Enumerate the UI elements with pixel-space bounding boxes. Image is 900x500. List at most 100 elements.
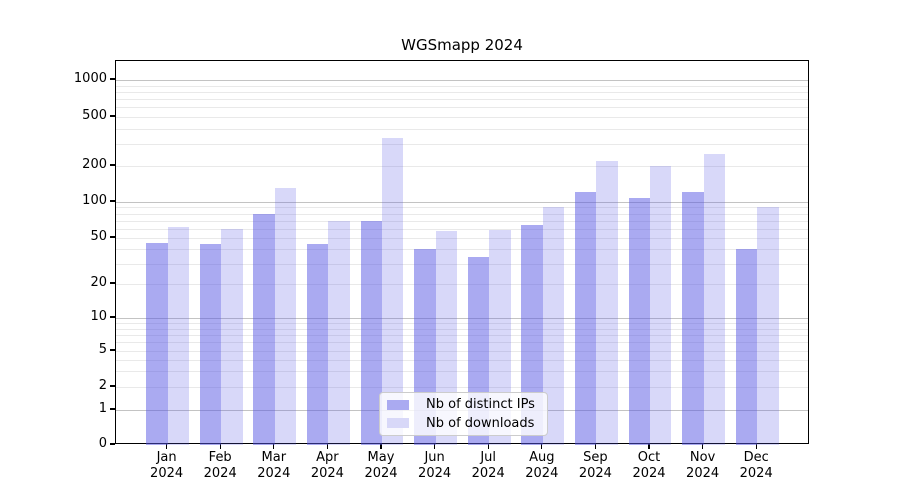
minor-gridline [116, 342, 808, 344]
y-tick-label-100: 100 [82, 193, 107, 208]
minor-gridline [116, 387, 808, 388]
y-tick [110, 408, 115, 410]
y-tick-label-1: 1 [98, 401, 107, 416]
x-tick-label-nov: Nov 2024 [686, 450, 720, 481]
bar-distinct-ips-dec [735, 249, 758, 445]
bar-downloads-may [382, 137, 404, 445]
y-tick [110, 385, 115, 387]
y-tick [110, 349, 115, 351]
major-gridline [116, 318, 808, 319]
bar-distinct-ips-aug [521, 225, 543, 445]
minor-gridline [116, 213, 808, 215]
bar-downloads-sep [596, 160, 618, 445]
x-tick-label-jan: Jan 2024 [150, 450, 184, 481]
minor-gridline [116, 238, 808, 239]
minor-gridline [116, 263, 808, 265]
bar-distinct-ips-mar [253, 214, 275, 445]
x-tick [541, 444, 543, 449]
minor-gridline [116, 249, 808, 251]
x-tick-label-dec: Dec 2024 [739, 450, 773, 481]
x-tick [594, 444, 597, 449]
legend: Nb of distinct IPs Nb of downloads [379, 392, 548, 436]
minor-gridline [116, 128, 808, 130]
y-tick [110, 236, 115, 238]
minor-gridline [116, 328, 808, 330]
bar-downloads-oct [650, 166, 672, 445]
bar-distinct-ips-nov [682, 192, 704, 445]
minor-gridline [116, 351, 808, 352]
x-tick [487, 444, 489, 449]
x-tick-label-feb: Feb 2024 [203, 450, 237, 481]
y-tick [110, 78, 115, 80]
x-tick-label-aug: Aug 2024 [525, 450, 559, 481]
minor-gridline [116, 228, 808, 230]
y-tick-label-50: 50 [90, 229, 107, 244]
y-tick-label-500: 500 [82, 108, 107, 123]
y-tick [110, 164, 115, 166]
x-tick [380, 444, 382, 449]
bar-distinct-ips-apr [307, 244, 329, 445]
bar-downloads-jun [435, 231, 457, 445]
bar-downloads-aug [542, 207, 565, 445]
x-tick-label-mar: Mar 2024 [257, 450, 291, 481]
y-tick-label-2: 2 [98, 378, 107, 393]
x-tick [755, 444, 757, 449]
x-tick-label-sep: Sep 2024 [578, 450, 612, 481]
y-tick-label-5: 5 [98, 342, 107, 357]
major-gridline [116, 202, 808, 203]
minor-gridline [116, 359, 808, 361]
x-tick [648, 444, 650, 449]
x-tick [165, 444, 168, 449]
y-tick-label-10: 10 [90, 309, 107, 324]
x-tick [433, 444, 436, 449]
bar-distinct-ips-feb [199, 244, 222, 445]
bar-distinct-ips-sep [575, 191, 597, 445]
y-tick-label-0: 0 [98, 436, 107, 451]
minor-gridline [116, 107, 808, 109]
bar-downloads-dec [757, 206, 779, 445]
y-tick [110, 200, 115, 202]
minor-gridline [116, 117, 808, 118]
minor-gridline [116, 207, 808, 209]
minor-gridline [116, 284, 808, 285]
y-tick-label-200: 200 [82, 157, 107, 172]
legend-swatch-downloads [387, 418, 409, 429]
legend-swatch-distinct-ips [387, 399, 409, 410]
minor-gridline [116, 334, 808, 336]
minor-gridline [116, 99, 808, 101]
bar-downloads-feb [221, 228, 243, 445]
minor-gridline [116, 220, 808, 222]
x-tick [701, 444, 704, 449]
bar-downloads-mar [274, 187, 297, 445]
y-tick [110, 282, 115, 284]
minor-gridline [116, 91, 808, 93]
bar-downloads-jul [489, 230, 511, 445]
plot-area [115, 60, 809, 445]
x-tick-label-jul: Jul 2024 [471, 450, 505, 481]
legend-label-distinct-ips: Nb of distinct IPs [426, 397, 535, 413]
x-tick-label-jun: Jun 2024 [418, 450, 452, 481]
minor-gridline [116, 144, 808, 146]
x-tick [273, 444, 275, 449]
y-tick-label-20: 20 [90, 275, 107, 290]
x-tick [219, 444, 221, 449]
x-tick-label-may: May 2024 [364, 450, 398, 481]
bar-downloads-nov [703, 154, 725, 445]
bar-downloads-jan [167, 226, 189, 445]
legend-item-distinct-ips: Nb of distinct IPs [387, 396, 540, 413]
chart-title: WGSmapp 2024 [401, 36, 523, 54]
bar-distinct-ips-may [360, 220, 382, 445]
y-tick [110, 316, 115, 318]
legend-item-downloads: Nb of downloads [387, 415, 540, 432]
legend-label-downloads: Nb of downloads [426, 415, 535, 431]
y-tick [110, 443, 115, 445]
x-tick-label-oct: Oct 2024 [632, 450, 666, 481]
bar-distinct-ips-jan [146, 243, 168, 445]
minor-gridline [116, 166, 808, 167]
x-tick-label-apr: Apr 2024 [310, 450, 344, 481]
bar-distinct-ips-oct [628, 197, 650, 445]
y-tick [110, 115, 115, 117]
bar-downloads-apr [328, 220, 350, 445]
x-tick [326, 444, 329, 449]
